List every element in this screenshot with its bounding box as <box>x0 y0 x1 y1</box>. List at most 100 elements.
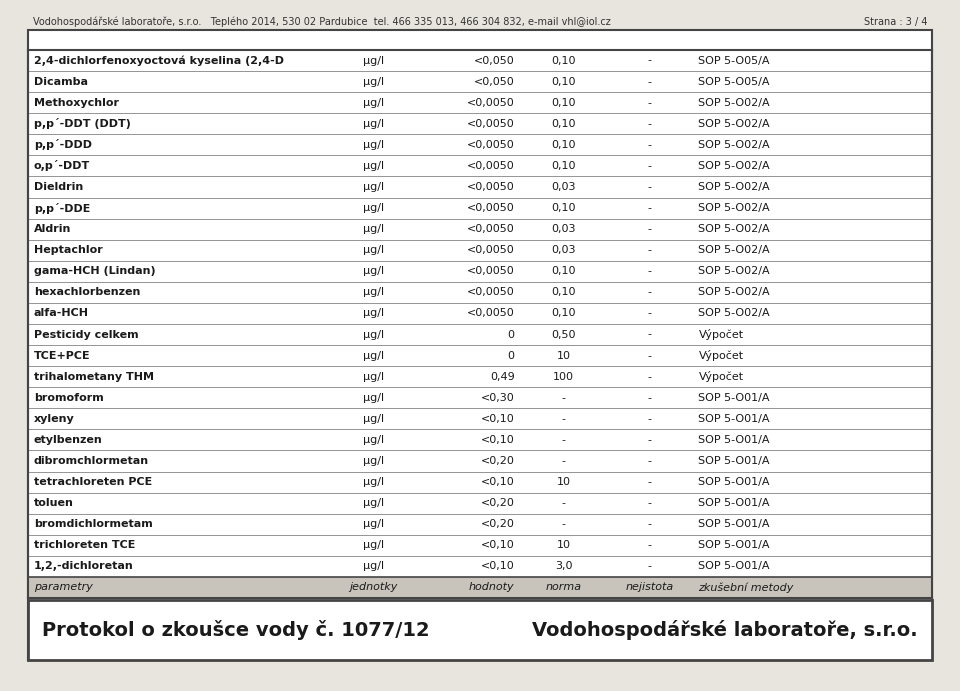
Text: -: - <box>562 414 565 424</box>
Text: 0,50: 0,50 <box>551 330 576 339</box>
Text: <0,0050: <0,0050 <box>467 97 515 108</box>
Text: µg/l: µg/l <box>363 330 384 339</box>
Text: µg/l: µg/l <box>363 224 384 234</box>
Text: Pesticidy celkem: Pesticidy celkem <box>34 330 138 339</box>
Text: <0,0050: <0,0050 <box>467 161 515 171</box>
Text: -: - <box>647 372 652 381</box>
Text: -: - <box>647 540 652 550</box>
Text: 0: 0 <box>508 330 515 339</box>
Text: toluen: toluen <box>34 498 74 508</box>
Text: SOP 5-O02/A: SOP 5-O02/A <box>699 266 770 276</box>
Text: 0,10: 0,10 <box>551 55 576 66</box>
Text: 0,10: 0,10 <box>551 287 576 297</box>
Text: 1,2,-dichloretan: 1,2,-dichloretan <box>34 561 133 571</box>
Text: -: - <box>647 119 652 129</box>
Text: o,p´-DDT: o,p´-DDT <box>34 160 90 171</box>
Text: -: - <box>647 203 652 213</box>
Text: <0,20: <0,20 <box>481 519 515 529</box>
Text: -: - <box>647 414 652 424</box>
Text: µg/l: µg/l <box>363 456 384 466</box>
Text: bromoform: bromoform <box>34 392 104 403</box>
Text: SOP 5-O02/A: SOP 5-O02/A <box>699 182 770 192</box>
Text: µg/l: µg/l <box>363 435 384 445</box>
Text: <0,20: <0,20 <box>481 456 515 466</box>
Text: µg/l: µg/l <box>363 498 384 508</box>
Text: Methoxychlor: Methoxychlor <box>34 97 119 108</box>
Text: tetrachloreten PCE: tetrachloreten PCE <box>34 477 153 487</box>
Text: 2,4-dichlorfenoxyoctová kyselina (2,4-D: 2,4-dichlorfenoxyoctová kyselina (2,4-D <box>34 55 284 66</box>
Text: 0,10: 0,10 <box>551 308 576 319</box>
Text: µg/l: µg/l <box>363 414 384 424</box>
Text: -: - <box>647 456 652 466</box>
Text: SOP 5-O01/A: SOP 5-O01/A <box>699 392 770 403</box>
Text: µg/l: µg/l <box>363 350 384 361</box>
Text: SOP 5-O05/A: SOP 5-O05/A <box>699 77 770 86</box>
Text: dibromchlormetan: dibromchlormetan <box>34 456 149 466</box>
Text: -: - <box>647 561 652 571</box>
Text: SOP 5-O02/A: SOP 5-O02/A <box>699 224 770 234</box>
Text: µg/l: µg/l <box>363 119 384 129</box>
Text: <0,30: <0,30 <box>481 392 515 403</box>
Text: SOP 5-O01/A: SOP 5-O01/A <box>699 540 770 550</box>
Text: <0,10: <0,10 <box>481 561 515 571</box>
Text: p,p´-DDT (DDT): p,p´-DDT (DDT) <box>34 118 131 129</box>
Text: SOP 5-O02/A: SOP 5-O02/A <box>699 140 770 150</box>
Text: 3,0: 3,0 <box>555 561 572 571</box>
Text: 0,10: 0,10 <box>551 203 576 213</box>
Text: trichloreten TCE: trichloreten TCE <box>34 540 135 550</box>
Text: Dieldrin: Dieldrin <box>34 182 84 192</box>
Text: 0,10: 0,10 <box>551 266 576 276</box>
Text: <0,10: <0,10 <box>481 435 515 445</box>
Text: SOP 5-O02/A: SOP 5-O02/A <box>699 97 770 108</box>
Bar <box>28 577 932 598</box>
Text: µg/l: µg/l <box>363 140 384 150</box>
Text: -: - <box>647 266 652 276</box>
Text: SOP 5-O02/A: SOP 5-O02/A <box>699 287 770 297</box>
Text: -: - <box>647 97 652 108</box>
Text: gama-HCH (Lindan): gama-HCH (Lindan) <box>34 266 156 276</box>
Text: SOP 5-O02/A: SOP 5-O02/A <box>699 308 770 319</box>
Text: <0,0050: <0,0050 <box>467 308 515 319</box>
Text: -: - <box>647 77 652 86</box>
Text: <0,050: <0,050 <box>474 55 515 66</box>
Text: -: - <box>647 498 652 508</box>
Text: Heptachlor: Heptachlor <box>34 245 103 255</box>
Text: µg/l: µg/l <box>363 97 384 108</box>
Text: 0,10: 0,10 <box>551 140 576 150</box>
Text: 10: 10 <box>557 350 570 361</box>
Text: -: - <box>647 140 652 150</box>
Text: SOP 5-O01/A: SOP 5-O01/A <box>699 414 770 424</box>
Text: <0,10: <0,10 <box>481 477 515 487</box>
Text: <0,0050: <0,0050 <box>467 140 515 150</box>
Text: -: - <box>562 435 565 445</box>
Text: 0,03: 0,03 <box>551 224 576 234</box>
Text: 0,10: 0,10 <box>551 97 576 108</box>
Text: <0,0050: <0,0050 <box>467 245 515 255</box>
Text: -: - <box>647 55 652 66</box>
Text: hodnoty: hodnoty <box>469 583 515 592</box>
Text: -: - <box>562 392 565 403</box>
Text: SOP 5-O02/A: SOP 5-O02/A <box>699 245 770 255</box>
Text: jednotky: jednotky <box>349 583 398 592</box>
Text: trihalometany THM: trihalometany THM <box>34 372 154 381</box>
Text: -: - <box>647 245 652 255</box>
Text: <0,10: <0,10 <box>481 414 515 424</box>
Text: -: - <box>562 519 565 529</box>
Text: TCE+PCE: TCE+PCE <box>34 350 90 361</box>
Text: <0,0050: <0,0050 <box>467 287 515 297</box>
Text: -: - <box>647 350 652 361</box>
Text: µg/l: µg/l <box>363 392 384 403</box>
Text: µg/l: µg/l <box>363 540 384 550</box>
Text: 0: 0 <box>508 350 515 361</box>
Text: nejistota: nejistota <box>625 583 674 592</box>
Text: µg/l: µg/l <box>363 266 384 276</box>
Text: 0,03: 0,03 <box>551 182 576 192</box>
Text: SOP 5-O01/A: SOP 5-O01/A <box>699 456 770 466</box>
Text: 0,10: 0,10 <box>551 119 576 129</box>
Text: -: - <box>647 477 652 487</box>
Text: SOP 5-O01/A: SOP 5-O01/A <box>699 519 770 529</box>
Text: SOP 5-O02/A: SOP 5-O02/A <box>699 119 770 129</box>
Text: zkušební metody: zkušební metody <box>699 583 794 593</box>
Text: -: - <box>647 224 652 234</box>
Text: <0,0050: <0,0050 <box>467 266 515 276</box>
